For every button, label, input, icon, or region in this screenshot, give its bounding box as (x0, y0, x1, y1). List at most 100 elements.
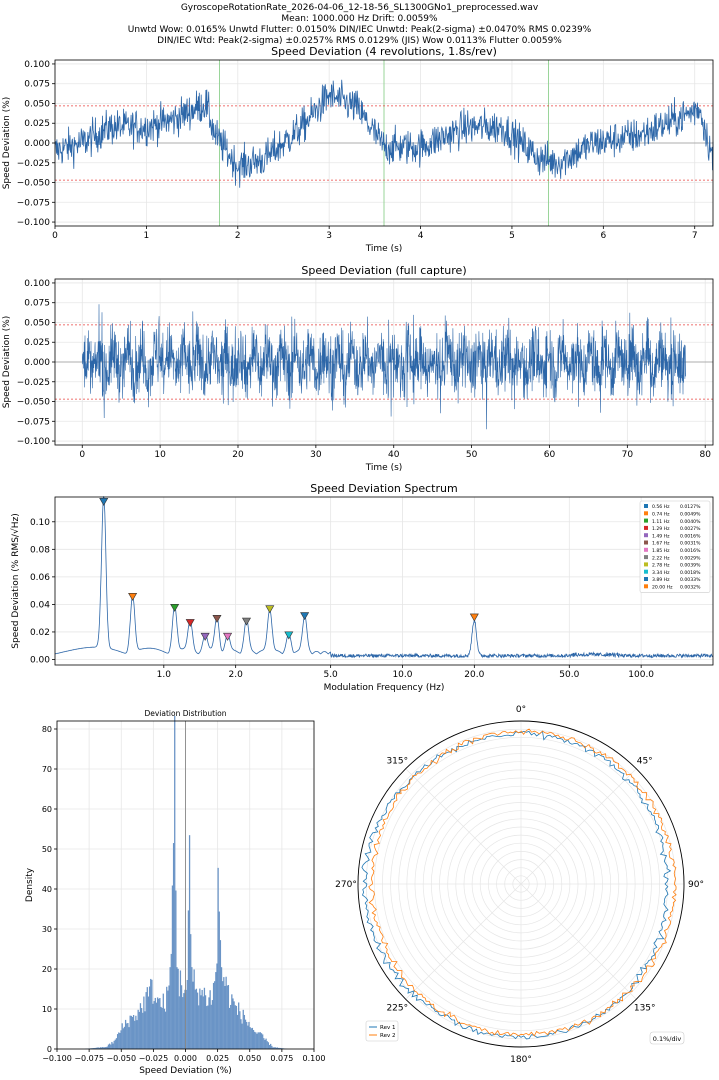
axes-frame (54, 496, 714, 666)
histogram-bar (112, 1043, 114, 1049)
y-tick-label: −0.100 (17, 437, 51, 447)
polar-spoke (405, 883, 522, 1000)
histogram-bar (210, 1004, 212, 1049)
histogram-bar (172, 843, 175, 1049)
histogram-bar (148, 986, 151, 1049)
histogram-bar (162, 993, 164, 1049)
histogram-bar (135, 1015, 137, 1049)
legend-swatch (644, 555, 648, 560)
legend-value: 0.0018% (680, 570, 701, 576)
y-tick-label: −0.050 (17, 398, 51, 408)
y-tick-label: −0.025 (17, 159, 50, 169)
histogram-bar (215, 972, 217, 1049)
x-axis-label: Time (s) (365, 463, 403, 473)
histogram-bar (272, 1047, 274, 1049)
legend-value: 0.0040% (680, 519, 701, 525)
histogram-bar (262, 1034, 264, 1049)
legend-swatch (644, 504, 648, 508)
histogram-bar (204, 995, 207, 1049)
histogram-bar (118, 1032, 120, 1049)
histogram-bar (128, 1027, 130, 1049)
histogram-bar (154, 997, 156, 1049)
histogram-bar (124, 1019, 127, 1049)
x-tick-label: 20.0 (464, 670, 484, 680)
histogram-bar (274, 1047, 276, 1049)
histogram-bar (218, 911, 220, 1049)
y-axis-label: Speed Deviation (%) (2, 316, 12, 409)
histogram-bar (115, 1038, 118, 1049)
histogram-bar (223, 977, 225, 1049)
histogram-bar (137, 1009, 139, 1049)
histogram-bar (256, 1033, 258, 1049)
y-tick-label: 50 (42, 845, 52, 854)
peak-marker (300, 612, 310, 621)
y-tick-label: 0.100 (24, 60, 50, 70)
histogram-bar (166, 986, 168, 1049)
polar-angle-label: 225° (386, 1004, 408, 1014)
histogram-bar (113, 1040, 115, 1049)
histogram-bar (266, 1041, 268, 1049)
legend-freq: 0.74 Hz (652, 512, 670, 518)
histogram-bar (153, 1001, 155, 1049)
polar-legend-box (365, 1020, 399, 1042)
histogram-bar (194, 989, 196, 1049)
deviation-series-line (82, 304, 686, 430)
x-tick-label: −0.100 (42, 1054, 72, 1063)
histogram-bar (231, 994, 233, 1049)
histogram-bar (251, 1027, 254, 1049)
legend-freq: 1.85 Hz (652, 548, 670, 554)
histogram-bar (233, 1001, 235, 1049)
histogram-bar (201, 989, 203, 1049)
legend-freq: 20.00 Hz (652, 585, 673, 591)
polar-angle-label: 315° (386, 756, 408, 766)
histogram-bar (168, 985, 170, 1049)
histogram-bar (195, 988, 198, 1049)
legend-swatch (644, 577, 648, 581)
legend-swatch (644, 533, 648, 538)
legend-label: Rev 2 (380, 1033, 395, 1039)
histogram-bar (139, 1003, 142, 1049)
full-capture-line-chart: 0 10 20 30 40 50 60 70 80 −0.100 −0.075 −0.050 −0.02… (2, 264, 714, 473)
histogram-bar (230, 1004, 232, 1049)
histogram-bar (188, 835, 191, 1049)
x-tick-label: 50.0 (559, 670, 579, 680)
histogram-bar (111, 1041, 113, 1049)
histogram-bar (270, 1043, 272, 1049)
histogram-bar (106, 1046, 108, 1049)
histogram-bar (97, 1047, 99, 1049)
histogram-bar (146, 987, 148, 1049)
histogram-bar (155, 1002, 158, 1049)
histogram-bar (278, 1047, 280, 1049)
x-axis-label: Speed Deviation (%) (139, 1066, 232, 1076)
histogram-bar (130, 1015, 132, 1049)
histogram-bar (279, 1047, 281, 1049)
y-tick-label: 80 (42, 725, 52, 734)
histogram-bar (248, 1021, 250, 1049)
x-axis-label: Time (s) (365, 244, 403, 254)
histogram-bar (212, 982, 215, 1049)
histogram-bar (211, 1000, 214, 1049)
legend-value: 0.0032% (680, 585, 701, 591)
histogram-bar (268, 1044, 271, 1049)
histogram-bar (98, 1047, 100, 1049)
histogram-bar (235, 1005, 238, 1049)
histogram-bar (169, 967, 171, 1049)
peak-marker (469, 613, 479, 622)
histogram-bar (259, 1032, 262, 1049)
histogram-bar (100, 1047, 103, 1049)
scale-label: 0.1%/div (653, 1035, 682, 1043)
legend-value: 0.0029% (680, 555, 701, 561)
histogram-bar (206, 1006, 208, 1049)
x-tick-label: 10.0 (392, 670, 412, 680)
histogram-bar (260, 1033, 263, 1049)
y-tick-label: 60 (42, 805, 52, 814)
x-tick-label: 0 (52, 231, 58, 241)
legend-freq: 1.11 Hz (652, 519, 670, 525)
histogram-bar (182, 997, 184, 1049)
peak-marker (170, 603, 180, 612)
histogram-bar (273, 1047, 275, 1049)
x-tick-label: 60 (544, 450, 556, 460)
histogram-bar (104, 1047, 106, 1049)
histogram-bar (246, 1021, 248, 1049)
x-tick-label: −0.075 (74, 1054, 104, 1063)
